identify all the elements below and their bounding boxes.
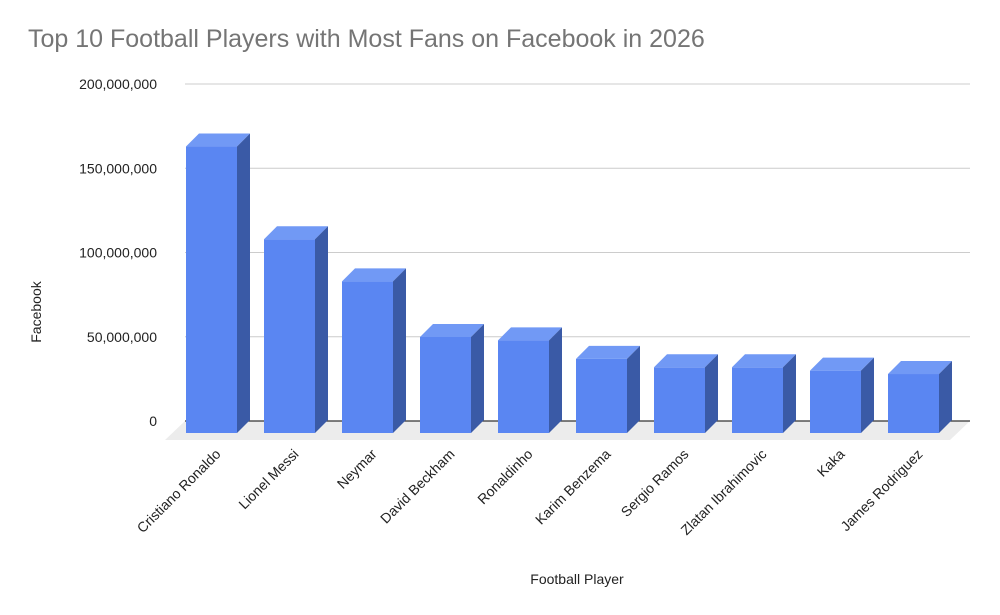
bar-side — [939, 361, 952, 433]
x-tick-label: David Beckham — [377, 446, 458, 527]
chart-title: Top 10 Football Players with Most Fans o… — [28, 25, 705, 53]
bar-top — [732, 354, 796, 368]
x-tick-label: Ronaldinho — [474, 446, 536, 508]
bar[interactable] — [498, 340, 549, 433]
bar[interactable] — [576, 358, 627, 433]
bar-top — [186, 133, 250, 147]
x-tick-label: Cristiano Ronaldo — [134, 446, 224, 536]
bar[interactable] — [654, 367, 705, 433]
bar-side — [783, 354, 796, 433]
y-axis-title: Facebook — [28, 280, 44, 342]
bar-side — [705, 354, 718, 433]
y-tick-label: 100,000,000 — [79, 245, 157, 261]
bar-side — [549, 327, 562, 433]
bar-side — [315, 226, 328, 433]
bar[interactable] — [342, 281, 393, 433]
bar[interactable] — [810, 370, 861, 433]
bar[interactable] — [264, 239, 315, 433]
y-tick-label: 50,000,000 — [87, 329, 157, 345]
bar-side — [627, 345, 640, 433]
x-tick-label: Zlatan Ibrahimovic — [677, 446, 769, 538]
bar[interactable] — [186, 146, 237, 434]
x-tick-label: Lionel Messi — [235, 446, 301, 512]
bar-top — [342, 268, 406, 282]
x-tick-label: Sergio Ramos — [618, 446, 692, 520]
bar[interactable] — [420, 336, 471, 433]
bar[interactable] — [888, 374, 939, 433]
bar-top — [576, 345, 640, 359]
x-tick-label: James Rodriguez — [837, 446, 925, 534]
x-tick-label: Kaka — [814, 446, 848, 480]
bar-top — [888, 361, 952, 375]
bar-top — [420, 323, 484, 337]
bar-side — [237, 133, 250, 434]
y-tick-label: 150,000,000 — [79, 160, 157, 176]
bar-top — [498, 327, 562, 341]
bar-side — [393, 268, 406, 433]
x-tick-label: Neymar — [334, 446, 380, 492]
bar-top — [654, 354, 718, 368]
bar-top — [264, 226, 328, 240]
bar-side — [471, 323, 484, 433]
x-axis-title: Football Player — [530, 571, 624, 587]
y-tick-label: 0 — [149, 413, 157, 429]
bar-side — [861, 357, 874, 433]
y-tick-label: 200,000,000 — [79, 76, 157, 92]
bar-top — [810, 357, 874, 371]
bar[interactable] — [732, 367, 783, 433]
x-tick-label: Karim Benzema — [532, 446, 614, 528]
